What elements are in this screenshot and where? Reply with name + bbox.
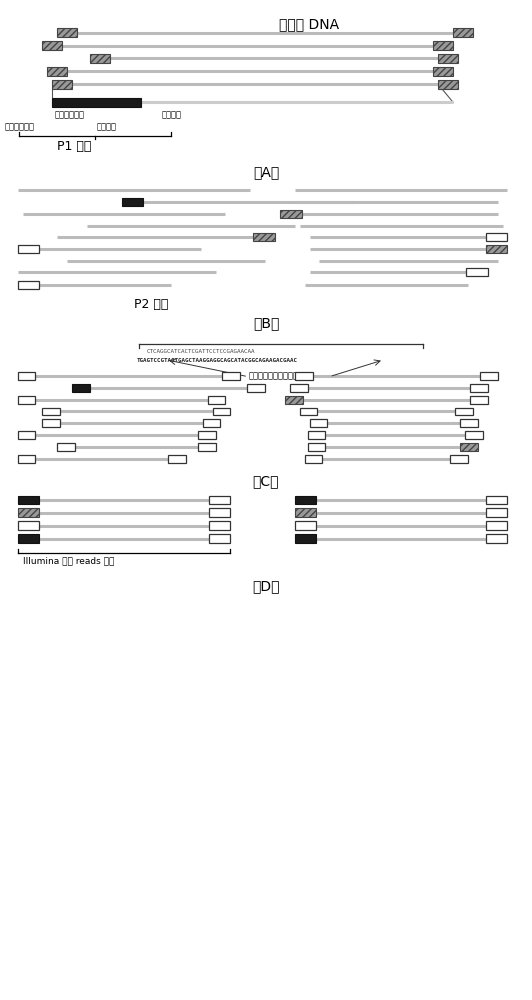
Bar — [52, 98, 142, 107]
Bar — [57, 443, 75, 451]
Text: （B）: （B） — [253, 316, 279, 330]
Bar — [18, 455, 36, 463]
Bar — [18, 396, 36, 404]
Bar — [253, 233, 275, 241]
Bar — [209, 508, 230, 517]
Bar — [18, 372, 36, 380]
Text: （C）: （C） — [253, 474, 279, 488]
Bar — [295, 521, 317, 530]
Bar — [57, 28, 77, 37]
Bar — [18, 508, 39, 517]
Bar — [295, 372, 312, 380]
Bar — [453, 28, 473, 37]
Text: P1 接头: P1 接头 — [57, 140, 92, 153]
Bar — [198, 443, 215, 451]
Bar — [209, 534, 230, 543]
Text: 反向互补的扩增引物位点: 反向互补的扩增引物位点 — [248, 372, 303, 381]
Bar — [486, 534, 508, 543]
Bar — [72, 384, 90, 392]
Bar — [438, 54, 458, 63]
Text: （D）: （D） — [252, 580, 280, 594]
Text: 样品标签: 样品标签 — [97, 122, 117, 131]
Bar — [207, 396, 226, 404]
Text: Illumina 测序 reads 长度: Illumina 测序 reads 长度 — [22, 557, 114, 566]
Bar — [486, 245, 508, 253]
Bar — [90, 54, 110, 63]
Bar — [295, 508, 317, 517]
Bar — [52, 80, 72, 89]
Bar — [433, 41, 453, 50]
Bar — [18, 496, 39, 504]
Bar — [300, 408, 318, 415]
Bar — [18, 431, 36, 439]
Bar — [209, 521, 230, 530]
Text: （A）: （A） — [253, 165, 279, 179]
Text: TGAGTCCGTAGTGAGCTAAGGAGGCAGCATACGGCAGAAGACGAAC: TGAGTCCGTAGTGAGCTAAGGAGGCAGCATACGGCAGAAG… — [136, 358, 297, 363]
Bar — [450, 455, 468, 463]
Bar — [486, 233, 508, 241]
Bar — [460, 443, 478, 451]
Bar — [198, 431, 215, 439]
Text: P2 接头: P2 接头 — [134, 298, 169, 311]
Bar — [222, 372, 240, 380]
Bar — [209, 496, 230, 504]
Bar — [295, 496, 317, 504]
Bar — [433, 67, 453, 76]
Text: 扩增引物位点: 扩增引物位点 — [5, 122, 35, 131]
Bar — [290, 384, 307, 392]
Bar — [203, 419, 220, 427]
Bar — [18, 245, 39, 253]
Text: CTCAGGCATCACTCGATTCCTCCGAGAACAA: CTCAGGCATCACTCGATTCCTCCGAGAACAA — [146, 349, 255, 354]
Bar — [43, 408, 60, 415]
Bar — [213, 408, 230, 415]
Bar — [18, 521, 39, 530]
Bar — [438, 80, 458, 89]
Bar — [168, 455, 186, 463]
Bar — [18, 281, 39, 289]
Bar — [486, 508, 508, 517]
Bar — [285, 396, 303, 404]
Text: 酶切位点: 酶切位点 — [161, 110, 181, 119]
Bar — [466, 268, 488, 276]
Bar — [480, 372, 497, 380]
Bar — [18, 534, 39, 543]
Bar — [307, 431, 326, 439]
Bar — [455, 408, 473, 415]
Bar — [280, 210, 302, 218]
Bar — [460, 419, 478, 427]
Bar — [486, 496, 508, 504]
Bar — [307, 443, 326, 451]
Bar — [486, 521, 508, 530]
Bar — [47, 67, 67, 76]
Bar — [310, 419, 327, 427]
Text: 测序引物位点: 测序引物位点 — [54, 110, 84, 119]
Bar — [43, 419, 60, 427]
Bar — [305, 455, 322, 463]
Bar — [295, 534, 317, 543]
Bar — [465, 431, 483, 439]
Bar — [470, 384, 488, 392]
Text: 基因组 DNA: 基因组 DNA — [279, 18, 339, 32]
Bar — [470, 396, 488, 404]
Bar — [43, 41, 62, 50]
Bar — [247, 384, 265, 392]
Bar — [121, 198, 143, 206]
